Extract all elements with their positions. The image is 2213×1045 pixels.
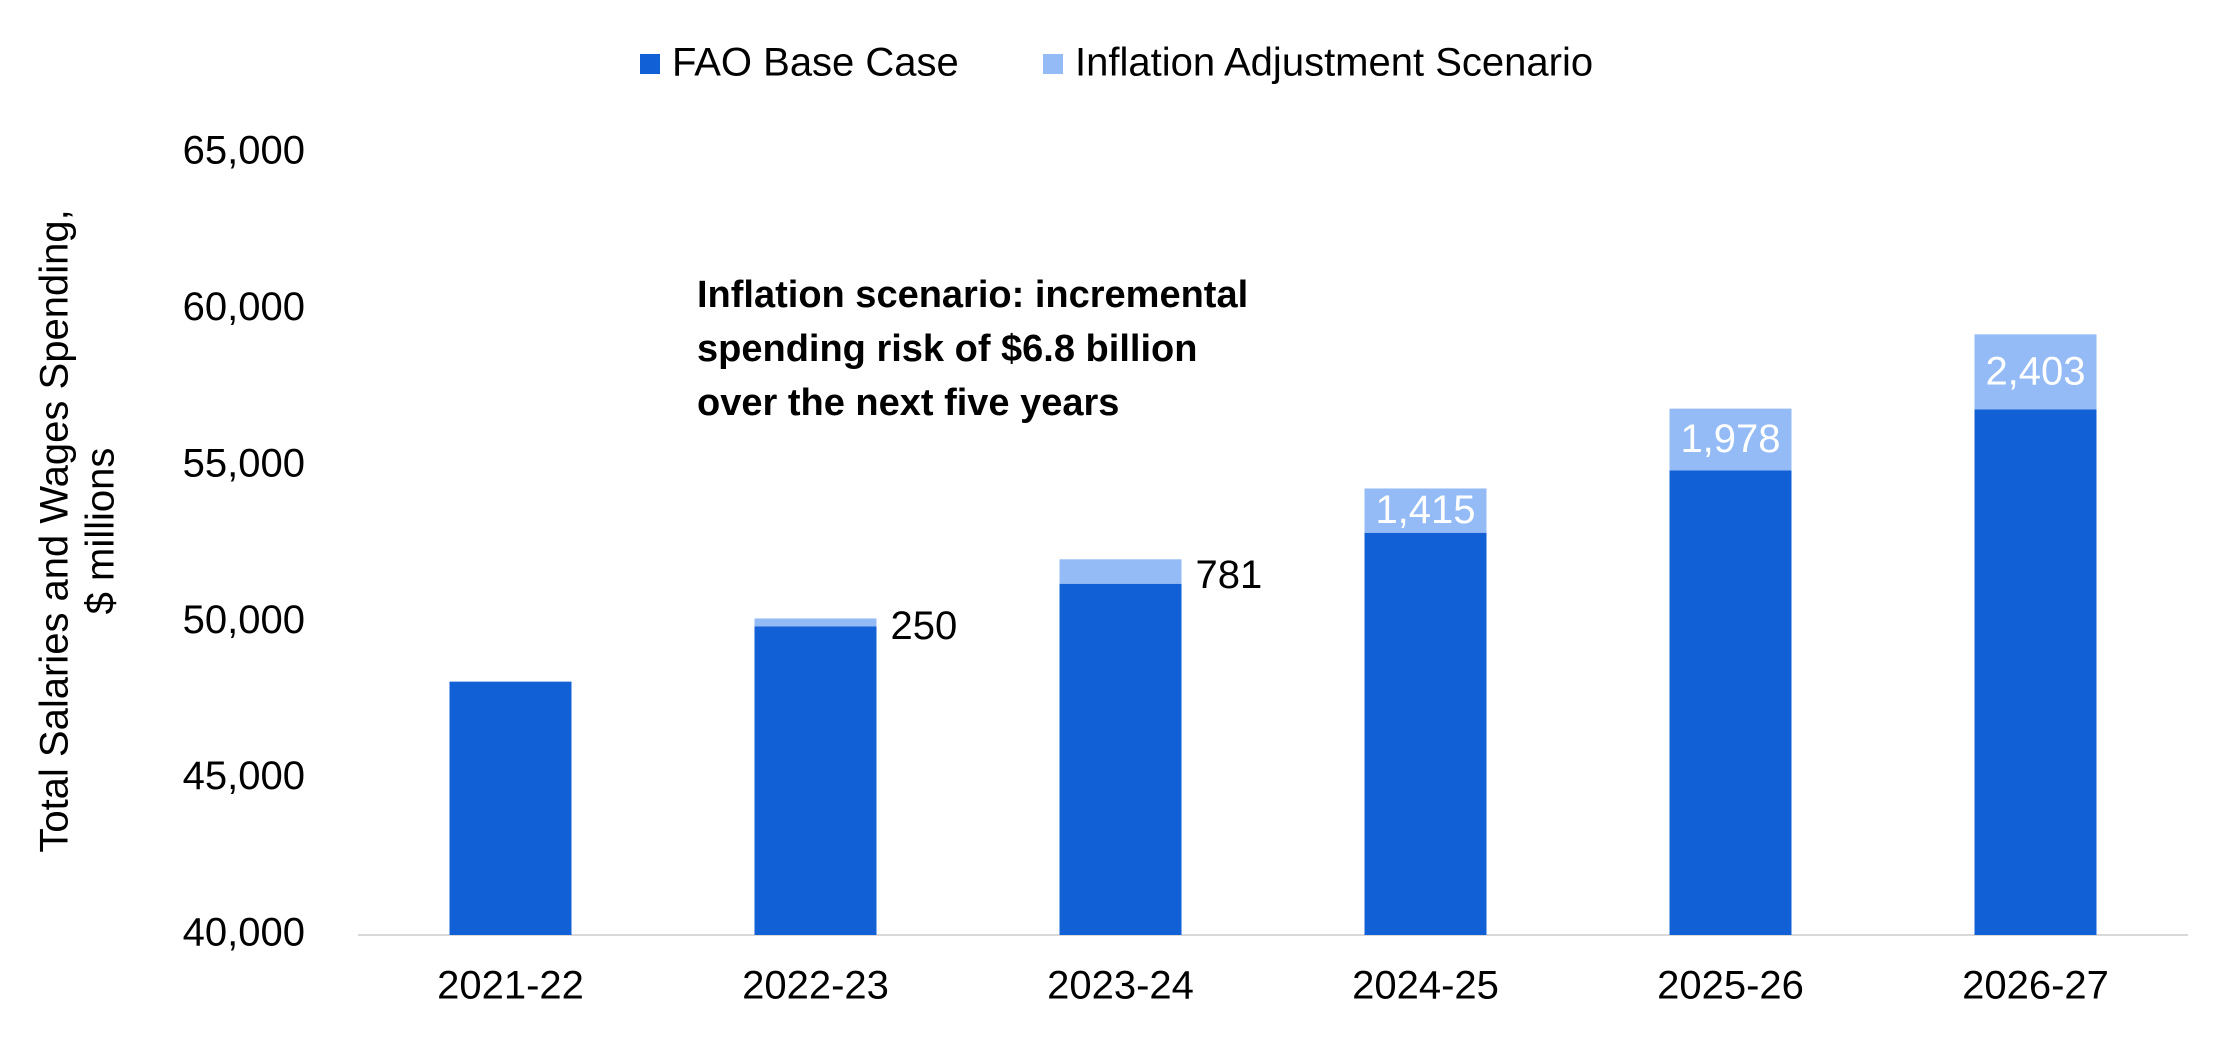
x-tick-label: 2021-22 — [437, 964, 584, 1008]
data-label: 2,403 — [1985, 349, 2085, 393]
annotation: spending risk of $6.8 billion — [697, 328, 1197, 370]
legend-label: FAO Base Case — [672, 41, 959, 85]
x-tick-label: 2026-27 — [1962, 964, 2109, 1008]
y-tick-label: 45,000 — [183, 754, 305, 798]
bar-segment — [1364, 532, 1487, 935]
bar-segment — [1974, 334, 2097, 410]
y-tick-label: 40,000 — [183, 911, 305, 955]
bar-segment — [1669, 408, 1792, 471]
x-tick-label: 2024-25 — [1352, 964, 1499, 1008]
x-tick-label: 2025-26 — [1657, 964, 1804, 1008]
data-label: 250 — [891, 604, 958, 648]
y-tick-label: 55,000 — [183, 441, 305, 485]
y-tick-label: 65,000 — [183, 129, 305, 173]
x-tick-label: 2022-23 — [742, 964, 889, 1008]
bar-segment — [1059, 583, 1182, 935]
y-axis-label-line: Total Salaries and Wages Spending, — [33, 209, 77, 852]
bar-segment — [754, 626, 877, 935]
y-tick-label: 60,000 — [183, 285, 305, 329]
y-tick-label: 50,000 — [183, 598, 305, 642]
annotation: Inflation scenario: incremental — [697, 274, 1248, 316]
legend-swatch — [1043, 54, 1063, 74]
x-tick-label: 2023-24 — [1047, 964, 1194, 1008]
bar-segment — [1974, 409, 2097, 936]
y-axis-label: Total Salaries and Wages Spending, $ mill… — [33, 209, 123, 852]
data-label: 781 — [1196, 553, 1263, 597]
legend-label: Inflation Adjustment Scenario — [1075, 41, 1593, 85]
bar-segment — [1669, 470, 1792, 935]
bar-segment — [449, 681, 572, 935]
bar-segment — [754, 618, 877, 627]
y-axis-label-line: $ millions — [79, 448, 123, 615]
legend-swatch — [640, 54, 660, 74]
annotation: over the next five years — [697, 382, 1119, 424]
data-label: 1,978 — [1680, 417, 1780, 461]
bar-segment — [1364, 488, 1487, 533]
data-label: 1,415 — [1375, 488, 1475, 532]
bar-segment — [1059, 559, 1182, 584]
